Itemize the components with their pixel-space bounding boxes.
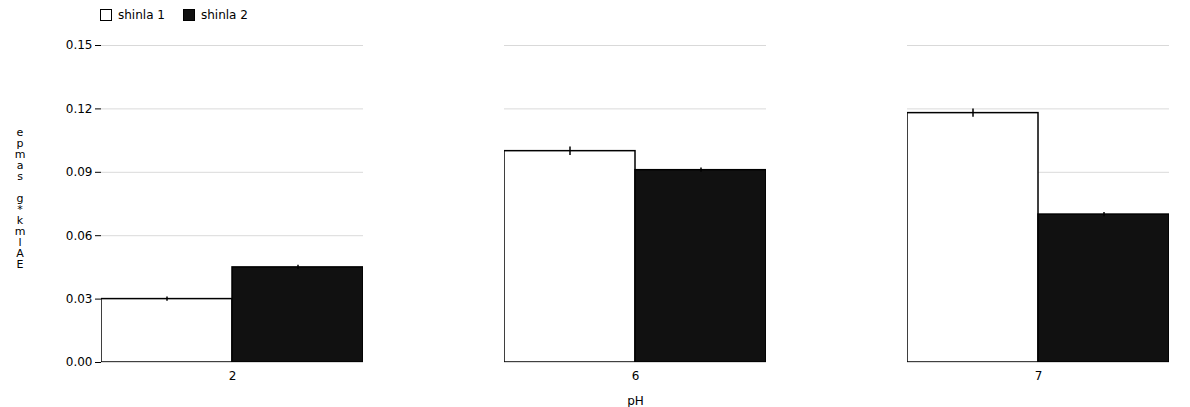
- svg-text:0.06: 0.06: [66, 229, 93, 243]
- svg-text:0.09: 0.09: [66, 165, 93, 179]
- html-text:e p m a s g * k m l A E: e p m a s g * k m l A E: [14, 126, 26, 271]
- svg-text:0.03: 0.03: [66, 292, 93, 306]
- svg-text:0.12: 0.12: [66, 102, 93, 116]
- svg-text:6: 6: [632, 369, 640, 383]
- svg-text:0.15: 0.15: [66, 38, 93, 52]
- html-text:shinla 1: shinla 1: [118, 8, 165, 22]
- svg-text:pH: pH: [627, 394, 644, 407]
- svg-text:7: 7: [1035, 369, 1043, 383]
- svg-text:2: 2: [229, 369, 237, 383]
- svg-text:0.00: 0.00: [66, 355, 93, 369]
- html-text:shinla 2: shinla 2: [200, 8, 248, 22]
